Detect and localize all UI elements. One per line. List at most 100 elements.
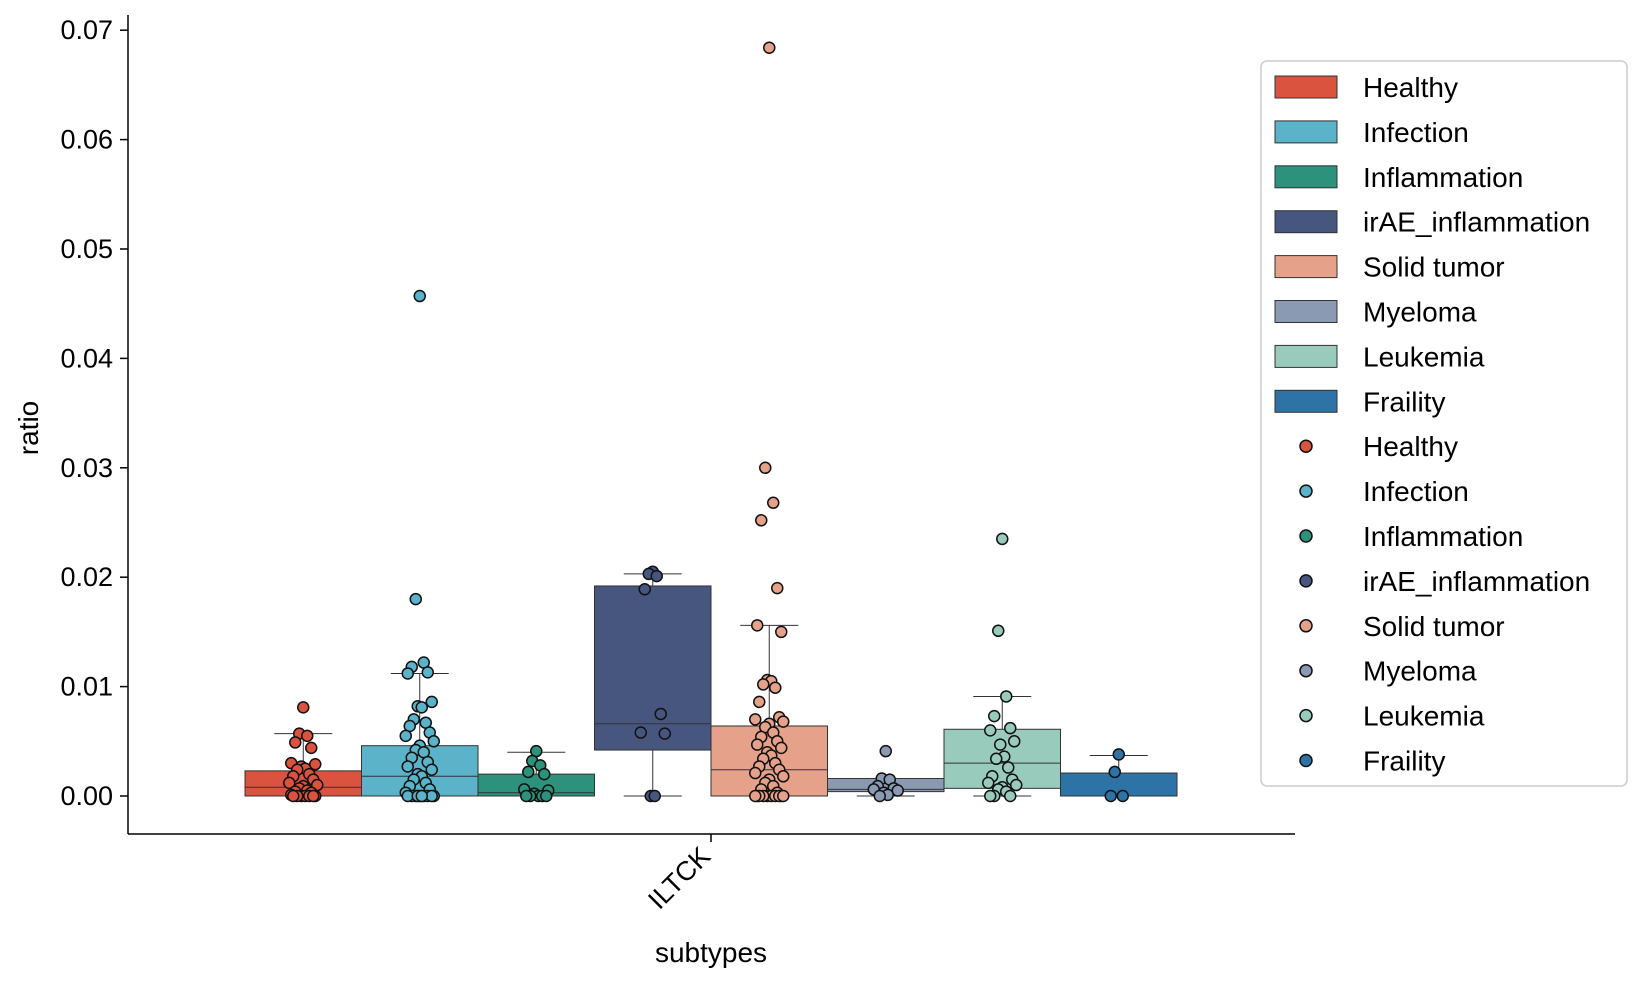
data-point xyxy=(1008,735,1021,748)
legend-swatch xyxy=(1274,210,1338,234)
points-leukemia xyxy=(982,532,1023,803)
legend-swatch xyxy=(1274,344,1338,368)
y-ticks: 0.00 0.01 0.02 0.03 0.04 0.05 0.06 0.07 xyxy=(60,15,128,811)
legend-marker xyxy=(1299,663,1313,678)
data-point xyxy=(769,681,782,694)
x-ticks: ILTCK xyxy=(642,834,716,915)
data-point xyxy=(751,738,764,751)
legend-marker xyxy=(1299,484,1313,498)
legend-swatch xyxy=(1274,389,1338,413)
data-point xyxy=(749,789,762,803)
legend-label: Leukemia xyxy=(1363,341,1485,372)
data-point xyxy=(634,726,647,739)
data-point xyxy=(297,701,310,714)
data-point xyxy=(401,760,414,773)
data-point xyxy=(759,461,772,475)
data-point xyxy=(1104,789,1117,803)
data-point xyxy=(415,789,428,803)
legend-label: Infection xyxy=(1363,117,1469,148)
points-irae-inflammation xyxy=(634,565,671,803)
data-point xyxy=(1000,690,1013,703)
data-point xyxy=(1002,761,1015,774)
data-point xyxy=(767,496,780,510)
box-body xyxy=(594,585,712,751)
data-point xyxy=(305,741,318,755)
y-tick-label: 0.03 xyxy=(60,453,113,483)
legend-label: irAE_inflammation xyxy=(1363,207,1590,238)
legend-frame xyxy=(1260,60,1628,787)
data-point xyxy=(413,289,426,303)
legend-label: Fraility xyxy=(1363,386,1445,417)
data-point xyxy=(771,581,784,595)
legend-label: Myeloma xyxy=(1363,656,1477,687)
data-point xyxy=(427,735,440,748)
data-point xyxy=(415,701,428,714)
data-point xyxy=(1108,765,1121,779)
y-tick-label: 0.01 xyxy=(60,672,113,702)
legend-label: Leukemia xyxy=(1363,701,1485,732)
data-point xyxy=(996,532,1009,546)
y-tick-label: 0.04 xyxy=(60,343,113,373)
legend-swatch xyxy=(1274,165,1338,189)
data-point xyxy=(658,727,671,740)
points-inflammation xyxy=(518,744,555,803)
data-point xyxy=(1112,748,1125,761)
y-tick-label: 0.07 xyxy=(60,15,113,45)
data-point xyxy=(538,767,551,781)
data-point xyxy=(775,625,788,639)
data-point xyxy=(751,619,764,632)
data-point xyxy=(648,789,661,803)
legend-marker xyxy=(1299,529,1313,543)
legend-label: Myeloma xyxy=(1363,297,1477,328)
y-tick-label: 0.05 xyxy=(60,234,113,264)
data-point xyxy=(399,729,412,743)
points-solid-tumor xyxy=(749,41,790,803)
legend-swatch xyxy=(1274,300,1338,323)
data-point xyxy=(287,789,300,803)
legend-label: Healthy xyxy=(1363,431,1458,462)
legend-swatch xyxy=(1274,255,1338,279)
y-tick-label: 0.06 xyxy=(60,125,113,155)
data-point xyxy=(891,784,904,797)
data-point xyxy=(1010,778,1023,792)
legend-marker xyxy=(1299,619,1313,633)
legend-label: Infection xyxy=(1363,476,1469,507)
legend-label: Inflammation xyxy=(1363,521,1523,552)
legend-label: Solid tumor xyxy=(1363,252,1505,283)
data-point xyxy=(994,738,1007,751)
data-point xyxy=(425,763,438,776)
data-point xyxy=(540,789,553,803)
boxes-layer xyxy=(244,573,1178,797)
y-tick-label: 0.02 xyxy=(60,562,113,592)
data-point xyxy=(753,695,766,709)
data-point xyxy=(984,789,997,803)
data-point xyxy=(775,741,788,755)
data-point xyxy=(777,789,790,803)
data-point xyxy=(289,736,302,749)
data-point xyxy=(1004,789,1017,803)
box-solid-tumor xyxy=(710,624,828,797)
legend-label: Fraility xyxy=(1363,746,1445,777)
data-point xyxy=(425,695,438,709)
legend-swatch xyxy=(1274,75,1338,99)
data-point xyxy=(520,789,533,803)
box-irae-inflammation xyxy=(594,573,712,797)
data-point xyxy=(749,766,762,780)
data-point xyxy=(654,707,667,721)
data-point xyxy=(777,715,790,728)
legend-label: Solid tumor xyxy=(1363,611,1505,642)
legend-label: Healthy xyxy=(1363,72,1458,103)
data-point xyxy=(309,758,322,771)
legend-marker xyxy=(1299,439,1313,453)
data-point xyxy=(777,770,790,783)
data-point xyxy=(757,678,770,691)
data-point xyxy=(763,41,776,54)
data-point xyxy=(990,752,1003,766)
points-fraility xyxy=(1104,748,1129,803)
legend-label: irAE_inflammation xyxy=(1363,566,1590,597)
points-layer xyxy=(283,41,1129,803)
data-point xyxy=(1116,789,1129,803)
data-point xyxy=(650,569,663,583)
